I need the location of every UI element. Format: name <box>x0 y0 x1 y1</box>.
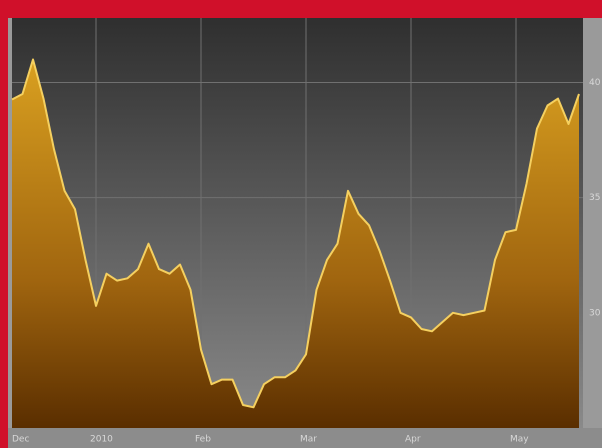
area <box>12 59 579 428</box>
line <box>11 58 580 409</box>
x-axis-band <box>8 428 602 448</box>
y-tick-label: 30 <box>589 308 601 318</box>
x-tick-label: Apr <box>405 435 421 445</box>
x-tick-label: 2010 <box>90 435 113 445</box>
x-tick-label: Mar <box>300 435 317 445</box>
y-tick-label: 40 <box>589 78 601 88</box>
x-tick-label: May <box>510 435 529 445</box>
y-tick-label: 35 <box>589 193 600 203</box>
x-tick-label: Dec <box>12 435 29 445</box>
x-tick-label: Feb <box>195 435 211 445</box>
